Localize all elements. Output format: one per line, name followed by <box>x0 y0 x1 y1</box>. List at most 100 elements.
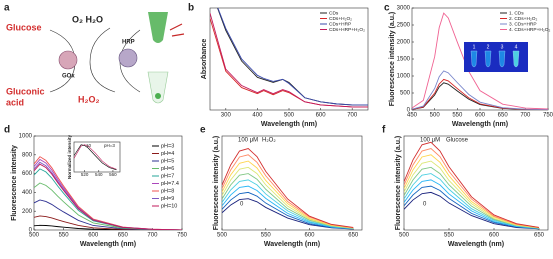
legend-label: CDs+H₂O₂ <box>329 16 352 22</box>
series-line <box>34 199 182 230</box>
annotation: 10 <box>86 143 92 148</box>
gluconic-label: Gluconic <box>6 86 45 96</box>
series-line <box>210 12 368 108</box>
plot-frame <box>403 135 549 231</box>
series-line <box>222 191 354 230</box>
gox-label: GOx <box>62 74 75 80</box>
x-tick-label: 450 <box>407 113 418 119</box>
panel-c: c 450 500 550 600 650 700 750 0 500 1000 1500 2000 25… <box>384 3 553 128</box>
x-tick-label: 500 <box>430 113 441 119</box>
y-tick-label: 1000 <box>397 74 411 80</box>
series-line <box>404 179 540 229</box>
x-axis-label: Wavelength (nm) <box>80 241 136 248</box>
x-tick-label: 700 <box>147 233 158 239</box>
series-line <box>404 148 540 228</box>
inset-tube <box>498 50 506 68</box>
x-tick-label: 500 <box>217 233 228 239</box>
panel-letter: d <box>4 125 10 136</box>
x-tick-label: 650 <box>534 233 545 239</box>
light-rays <box>169 23 185 37</box>
hrp-label: HRP <box>122 40 135 46</box>
plot-frame <box>33 135 183 231</box>
legend-label: 1. CDs <box>509 10 524 16</box>
series-line <box>34 215 182 230</box>
x-tick-label: 700 <box>520 113 531 119</box>
panel-letter: e <box>200 125 206 136</box>
series-line <box>74 144 117 171</box>
panel-letter: a <box>4 3 10 14</box>
series-line <box>222 154 354 229</box>
annotation: 100 μM <box>420 138 440 144</box>
legend-label: CDs+HRP <box>329 21 351 27</box>
o2-h2o-label: O₂ H₂O <box>72 14 103 24</box>
series-group <box>404 141 540 230</box>
legend-label: CDs+HRP+H₂O₂ <box>329 27 365 33</box>
series-line <box>404 185 540 230</box>
series-line <box>404 191 540 230</box>
x-tick-label: 500 <box>399 233 410 239</box>
annotation: 0 <box>240 202 244 208</box>
x-tick-label: 750 <box>177 233 188 239</box>
series-line <box>404 160 540 229</box>
y-axis-label: Fluorescence intensity (a.u.) <box>213 136 220 231</box>
x-tick-label: 540 <box>95 172 103 177</box>
panel-f: f 500 550 600 650 Wavelength (nm) Fluorescence… <box>382 125 549 248</box>
legend-label: 2. CDs+H₂O₂ <box>509 16 538 22</box>
annotation: 100 μM <box>238 138 258 144</box>
glucose-label: Glucose <box>6 22 42 32</box>
legend-label: pH=3 <box>161 143 174 149</box>
series-line <box>222 179 354 229</box>
legend-label: pH=4 <box>161 151 174 157</box>
legend-label: pH=6 <box>161 166 174 172</box>
series-line <box>217 8 368 106</box>
x-tick-label: 600 <box>316 113 327 119</box>
tube-fill <box>155 93 161 99</box>
series-line <box>74 144 117 170</box>
inset-tube <box>470 50 478 68</box>
x-tick-label: 600 <box>88 233 99 239</box>
annotation: H₂O₂ <box>262 138 276 144</box>
annotation: Glucose <box>446 138 469 144</box>
y-tick-label: 2500 <box>397 23 411 29</box>
x-axis-label: Wavelength (nm) <box>452 121 508 128</box>
series-group <box>34 156 182 230</box>
legend-label: pH=10 <box>161 203 177 209</box>
y-axis-label: Fluorescence intensity (a.u.) <box>395 136 402 231</box>
series-line <box>222 185 354 230</box>
x-tick-label: 750 <box>543 113 553 119</box>
series-line <box>222 173 354 229</box>
panel-e: e 500 550 600 650 Wavelength (nm) Fluorescence… <box>200 125 363 248</box>
x-tick-label: 560 <box>109 172 117 177</box>
annotation: 0 <box>423 202 427 208</box>
gluconic-label: acid <box>6 97 24 107</box>
series-group <box>222 148 354 230</box>
legend-label: pH=7 <box>161 173 174 179</box>
x-tick-label: 700 <box>347 113 358 119</box>
panel-b: b 300 400 500 600 700 Wavelength (nm) Absorbanc… <box>188 3 369 128</box>
series-group <box>74 144 117 171</box>
inset-label: 4 <box>515 44 518 50</box>
y-axis-label: Absorbance <box>201 39 208 80</box>
hrp-enzyme <box>118 48 138 68</box>
x-tick-label: 650 <box>348 233 359 239</box>
y-tick-label: 1000 <box>19 134 33 140</box>
inset-label: 2 <box>487 44 490 50</box>
series-line <box>404 166 540 229</box>
tube <box>148 12 168 43</box>
series-line <box>222 198 354 230</box>
legend-label: 3. CDs+HRP <box>509 21 537 27</box>
y-tick-label: 0 <box>29 228 33 234</box>
y-tick-label: 0 <box>407 108 411 114</box>
plot-frame <box>221 135 363 231</box>
y-tick-label: 2000 <box>397 40 411 46</box>
x-tick-label: 550 <box>59 233 70 239</box>
plot-frame <box>73 141 121 173</box>
inset-tube <box>484 50 492 68</box>
series-line <box>412 12 548 110</box>
legend-label: pH=5 <box>161 158 174 164</box>
legend-label: CDs <box>329 10 339 16</box>
y-axis-label: Fluorescence intensity (a.u.) <box>389 12 396 107</box>
series-line <box>404 141 540 228</box>
series-line <box>412 78 548 110</box>
